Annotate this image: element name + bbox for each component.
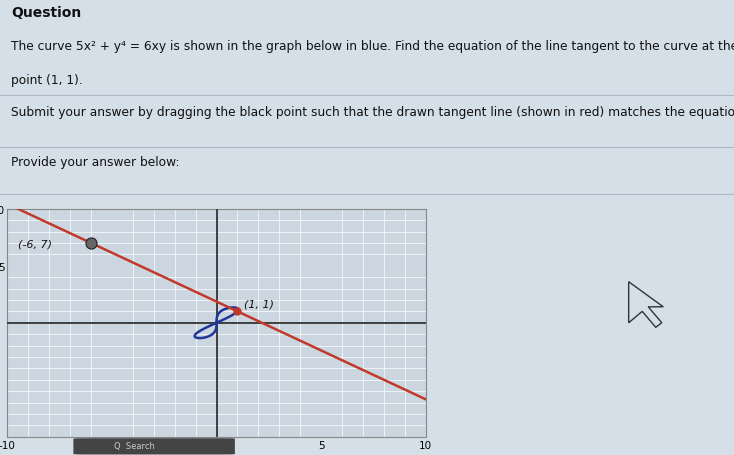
- Text: (-6, 7): (-6, 7): [18, 239, 52, 249]
- Text: Submit your answer by dragging the black point such that the drawn tangent line : Submit your answer by dragging the black…: [11, 106, 734, 119]
- Text: Provide your answer below:: Provide your answer below:: [11, 156, 180, 169]
- FancyBboxPatch shape: [73, 438, 235, 455]
- Text: Question: Question: [11, 6, 81, 20]
- Text: (1, 1): (1, 1): [244, 299, 274, 309]
- Text: Q  Search: Q Search: [114, 441, 155, 450]
- Text: point (1, 1).: point (1, 1).: [11, 74, 83, 87]
- Text: The curve 5x² + y⁴ = 6xy is shown in the graph below in blue. Find the equation : The curve 5x² + y⁴ = 6xy is shown in the…: [11, 40, 734, 53]
